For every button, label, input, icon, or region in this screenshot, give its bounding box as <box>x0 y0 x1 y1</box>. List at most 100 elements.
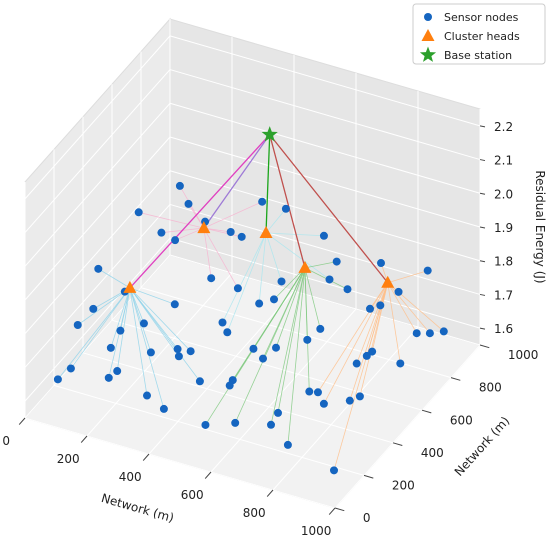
sensor-node <box>368 347 377 356</box>
sensor-node <box>184 199 193 208</box>
sensor-node <box>316 324 325 333</box>
uplink <box>269 134 389 284</box>
sensor-node <box>396 359 405 368</box>
z-tick-label: 1.7 <box>494 288 513 302</box>
marks <box>53 126 448 475</box>
sensor-node <box>267 420 275 429</box>
cluster-link <box>129 287 145 324</box>
cluster-link <box>203 201 263 229</box>
sensor-node <box>66 364 75 373</box>
z-tick-label: 1.9 <box>494 221 513 235</box>
cluster-link <box>203 227 242 238</box>
sensor-node <box>146 348 155 357</box>
cluster-link <box>304 267 308 340</box>
grid-line <box>272 326 419 491</box>
sensor-node <box>259 354 267 363</box>
sensor-node <box>218 318 227 327</box>
sensor-node <box>186 347 195 356</box>
uplink <box>129 134 271 289</box>
y-tick <box>334 507 345 512</box>
sensor-node <box>174 352 183 361</box>
y-tick-label: 600 <box>450 413 473 427</box>
sensor-node <box>113 367 122 376</box>
legend-label: Sensor nodes <box>444 11 519 24</box>
grid-line <box>169 136 481 228</box>
cluster-link <box>226 232 267 333</box>
sensor-node <box>73 321 82 330</box>
cluster-link <box>179 185 205 229</box>
uplink <box>265 134 271 233</box>
x-tick-label: 200 <box>57 452 80 466</box>
grid-line <box>169 237 481 329</box>
sensor-node <box>171 236 180 245</box>
y-tick-label: 800 <box>479 381 502 395</box>
sensor-node <box>231 418 240 427</box>
cluster-link <box>77 287 131 326</box>
z-tick-label: 1.8 <box>494 255 513 269</box>
y-tick-label: 1000 <box>508 348 539 362</box>
z-tick <box>479 226 486 229</box>
links <box>57 134 445 471</box>
x-tick <box>266 489 274 497</box>
cluster-link <box>129 287 148 396</box>
cluster-link <box>70 287 131 369</box>
cluster-link <box>273 267 306 300</box>
sensor-node <box>281 204 290 213</box>
cluster-link <box>371 282 389 352</box>
cluster-link <box>129 287 175 305</box>
sensor-node <box>270 295 278 304</box>
sensor-node <box>439 327 448 336</box>
x-tick-label: 1000 <box>301 524 332 538</box>
grid-line <box>24 417 336 509</box>
cluster-link <box>203 227 239 289</box>
sensor-node <box>362 351 371 360</box>
cluster-link <box>304 261 337 269</box>
sensor-node <box>332 257 341 266</box>
sensor-node <box>330 466 338 475</box>
sensor-node <box>313 388 322 397</box>
base-station <box>261 126 278 142</box>
sensor-node <box>355 392 364 401</box>
x-tick <box>80 435 88 443</box>
y-tick-label: 0 <box>363 511 371 525</box>
sensor-node <box>207 274 216 283</box>
cluster-link <box>138 211 204 229</box>
y-tick-label: 200 <box>392 479 415 493</box>
z-tick-label: 2.0 <box>494 187 513 201</box>
sensor-node <box>272 343 280 352</box>
z-axis-label: Residual Energy (J) <box>533 170 547 283</box>
sensor-node <box>376 301 385 310</box>
y-tick <box>363 474 374 479</box>
sensor-node <box>106 343 115 352</box>
sensor-node <box>274 408 282 417</box>
grid-line <box>82 352 394 444</box>
y-tick <box>450 377 461 381</box>
z-tick-label: 2.2 <box>494 120 513 134</box>
cluster-link <box>387 282 418 334</box>
z-tick <box>479 125 486 128</box>
grid-line <box>169 170 481 262</box>
x-tick <box>18 417 26 425</box>
sensor-node <box>394 287 403 296</box>
sensor-node <box>223 328 232 337</box>
cluster-link <box>57 287 131 380</box>
cluster-link <box>323 282 389 404</box>
sensor-node <box>53 375 62 384</box>
sensor-node <box>303 335 312 344</box>
sensor-node <box>143 391 151 400</box>
sensor-node <box>283 440 292 449</box>
cluster-link <box>129 287 180 357</box>
grid-line <box>24 170 171 335</box>
sensor-node <box>325 275 334 284</box>
cluster-head <box>259 225 273 238</box>
cluster-head <box>421 29 435 41</box>
sensor-node <box>249 344 258 353</box>
x-axis-label: Network (m) <box>100 491 176 525</box>
uplink <box>203 134 271 229</box>
x-tick <box>328 507 336 515</box>
sensor-node <box>226 227 235 236</box>
cluster-link <box>129 287 178 350</box>
legend-label: Cluster heads <box>444 30 520 43</box>
grid-line <box>24 237 171 402</box>
